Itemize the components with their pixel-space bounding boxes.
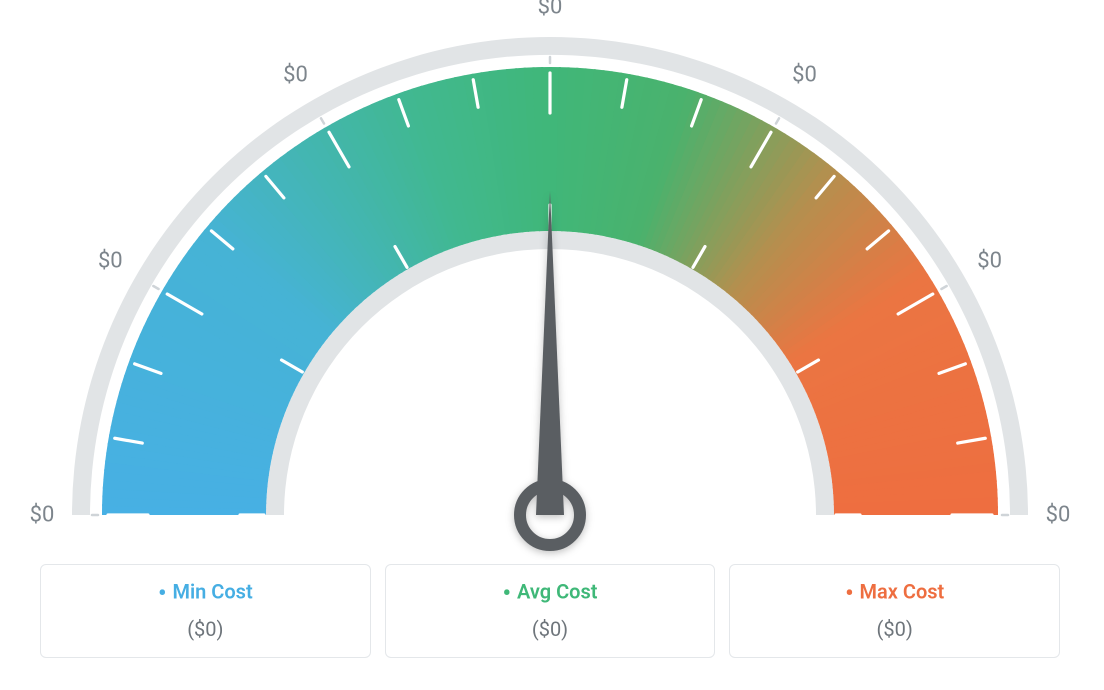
legend-value-avg: ($0)	[396, 617, 705, 641]
legend-card-avg: Avg Cost ($0)	[385, 564, 716, 658]
legend-title-max: Max Cost	[740, 579, 1049, 607]
legend-value-min: ($0)	[51, 617, 360, 641]
legend-card-max: Max Cost ($0)	[729, 564, 1060, 658]
gauge-scale-label: $0	[98, 248, 123, 273]
legend-title-avg: Avg Cost	[396, 579, 705, 607]
cost-gauge-chart: $0 $0 $0 $0 $0 $0 $0	[0, 0, 1100, 560]
gauge-scale-label: $0	[538, 0, 563, 20]
gauge-scale-label: $0	[283, 63, 308, 88]
legend-title-min: Min Cost	[51, 579, 360, 607]
legend-card-min: Min Cost ($0)	[40, 564, 371, 658]
legend-row: Min Cost ($0) Avg Cost ($0) Max Cost ($0…	[0, 564, 1100, 658]
legend-value-max: ($0)	[740, 617, 1049, 641]
gauge-svg	[0, 0, 1100, 560]
gauge-scale-label: $0	[792, 63, 817, 88]
gauge-scale-label: $0	[1046, 503, 1071, 528]
gauge-scale-label: $0	[30, 503, 55, 528]
gauge-scale-label: $0	[977, 248, 1002, 273]
